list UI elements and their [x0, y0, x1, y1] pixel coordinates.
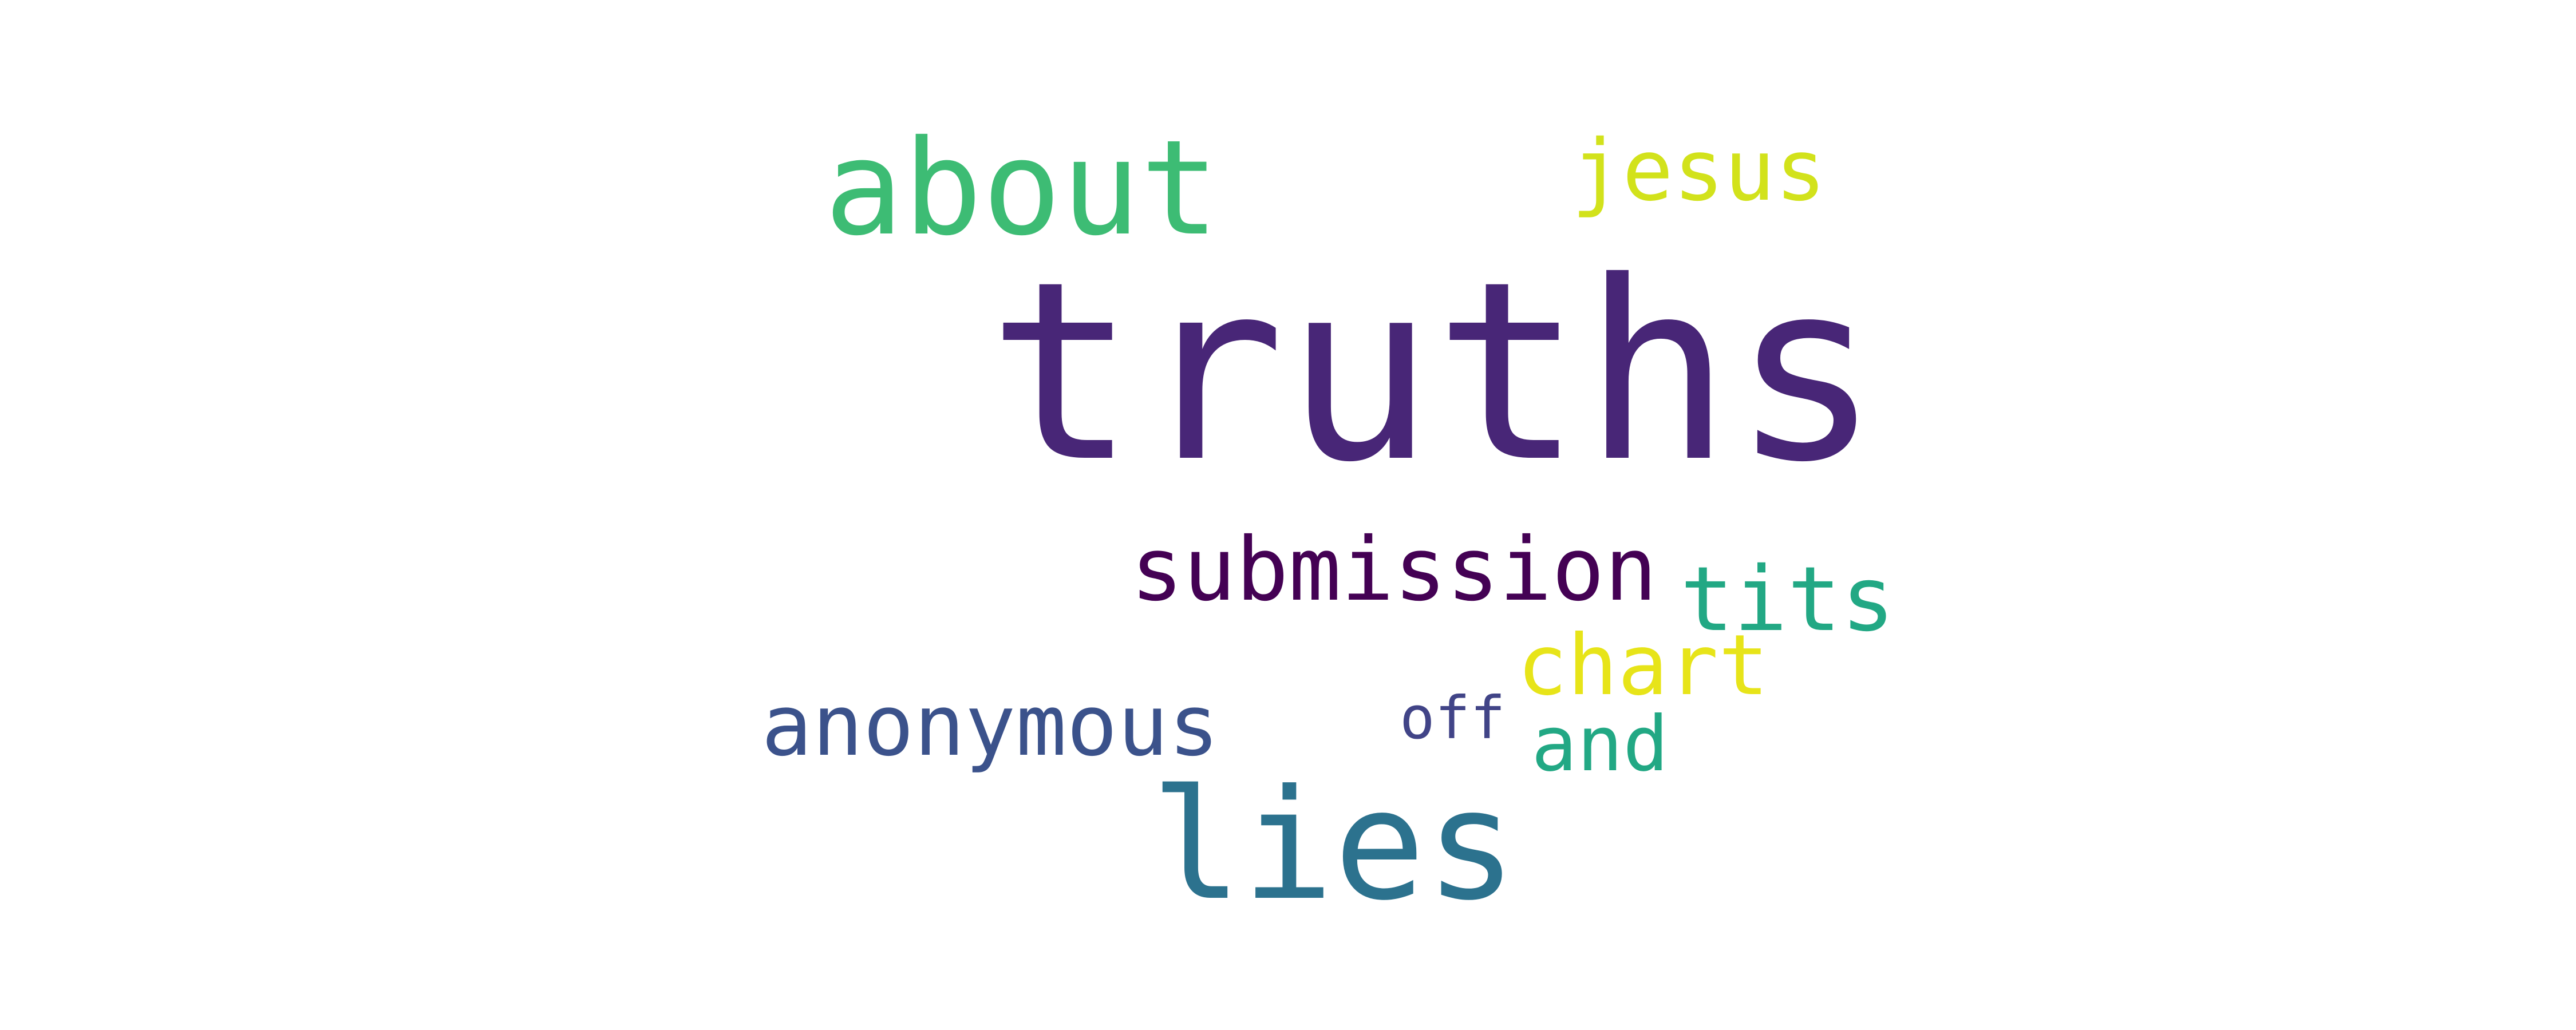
word-and: and — [1531, 700, 1669, 789]
word-off: off — [1400, 684, 1506, 752]
word-lies: lies — [1151, 756, 1517, 934]
word-tits: tits — [1680, 547, 1895, 651]
word-anonymous: anonymous — [761, 676, 1219, 775]
word-jesus: jesus — [1571, 121, 1826, 220]
word-chart: chart — [1517, 617, 1769, 714]
word-truths: truths — [987, 228, 1880, 516]
word-submission: submission — [1131, 519, 1657, 621]
word-about: about — [824, 112, 1219, 265]
